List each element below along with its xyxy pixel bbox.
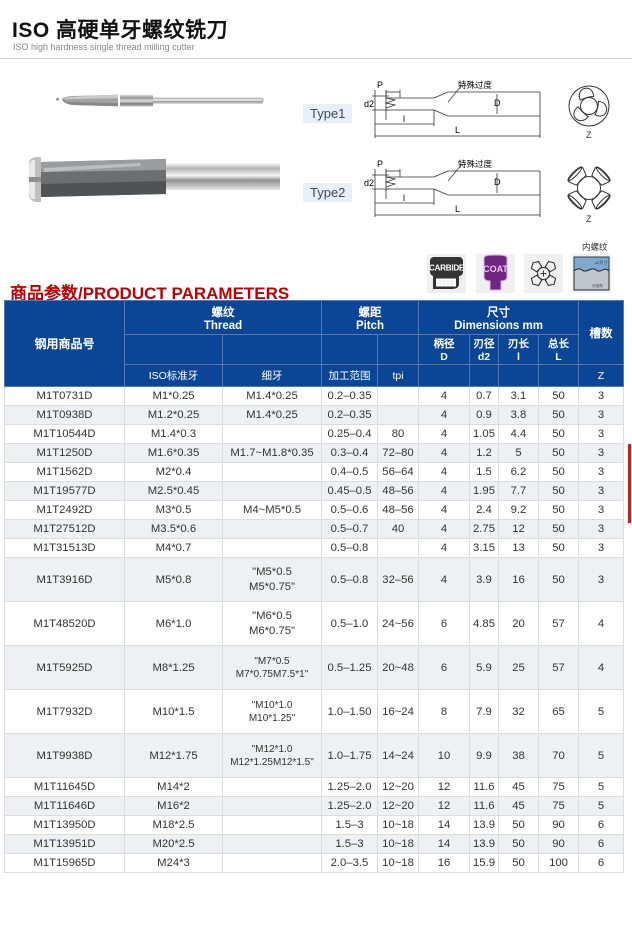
svg-text:COAT: COAT: [483, 264, 508, 274]
svg-text:CARBIDE: CARBIDE: [429, 264, 465, 273]
svg-text:d2尺寸: d2尺寸: [595, 259, 607, 265]
svg-text:Z: Z: [586, 214, 592, 224]
svg-text:l: l: [403, 114, 405, 124]
svg-text:D: D: [494, 98, 501, 108]
svg-text:特殊过度: 特殊过度: [458, 159, 493, 169]
svg-text:d2: d2: [364, 99, 374, 109]
svg-text:特殊过度: 特殊过度: [458, 80, 493, 90]
svg-text:P: P: [377, 80, 383, 90]
svg-text:L: L: [455, 204, 460, 214]
svg-text:P: P: [377, 159, 383, 169]
svg-text:d2: d2: [364, 178, 374, 188]
svg-text:牙型角: 牙型角: [592, 283, 603, 288]
svg-text:Z: Z: [586, 130, 592, 140]
svg-text:D: D: [494, 177, 501, 187]
svg-text:L: L: [455, 125, 460, 135]
svg-text:l: l: [403, 193, 405, 203]
